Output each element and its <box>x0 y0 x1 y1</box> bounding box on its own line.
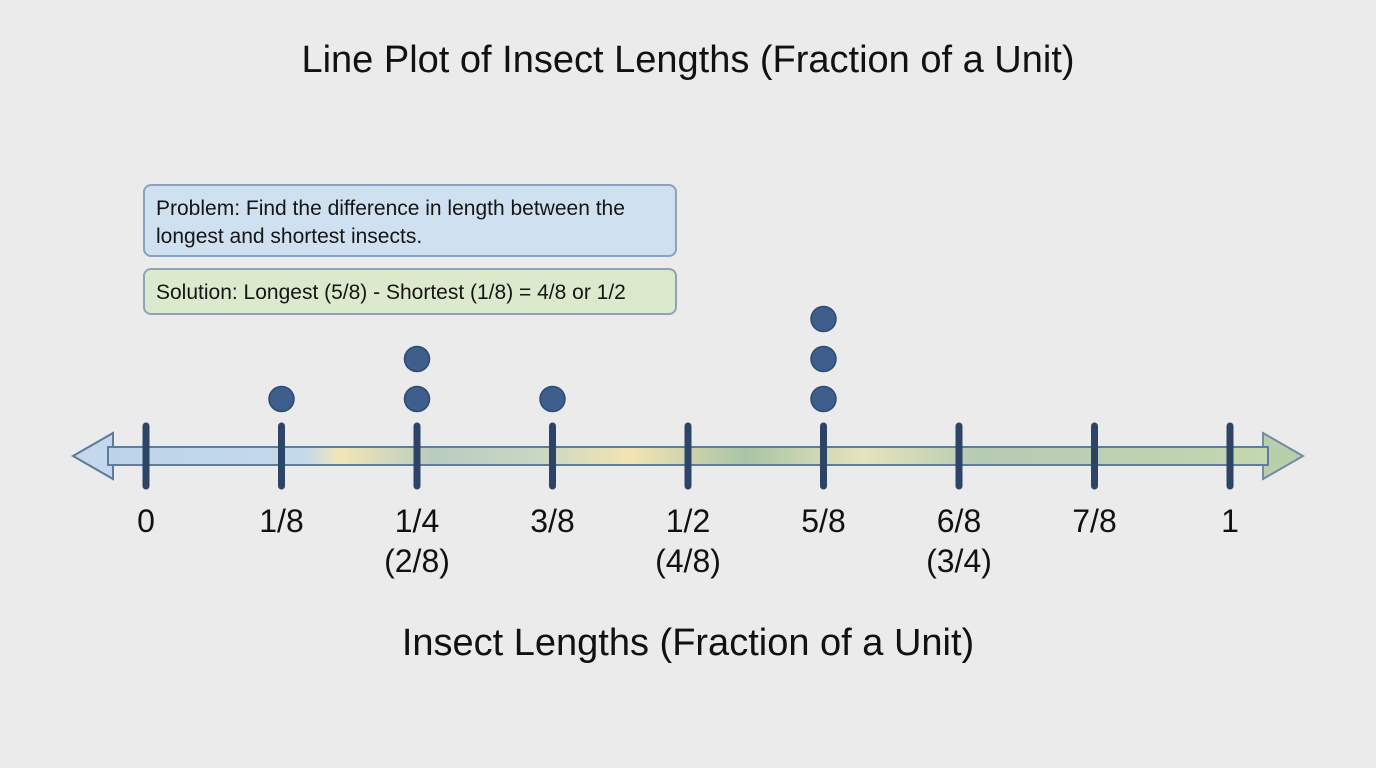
tick-sublabel: (2/8) <box>384 543 450 579</box>
data-dots <box>268 305 837 413</box>
tick-label: 1/8 <box>259 503 303 539</box>
data-dot <box>268 385 295 413</box>
solution-text: Solution: Longest (5/8) - Shortest (1/8)… <box>156 281 626 304</box>
problem-text: Problem: Find the difference in length b… <box>156 197 625 248</box>
data-dot <box>810 385 837 413</box>
tick-label: 1/2 <box>666 503 710 539</box>
tick-label: 1 <box>1221 503 1239 539</box>
data-dot <box>810 345 837 373</box>
tick-marks <box>142 422 1234 490</box>
tick-labels: 0 1/8 1/4 (2/8) 3/8 1/2 (4/8) 5/8 6/8 (3/4) 7/8 1 <box>137 503 1239 579</box>
tick-sublabel: (4/8) <box>655 543 721 579</box>
tick-sublabel: (3/4) <box>926 543 992 579</box>
data-dot <box>539 385 566 413</box>
problem-callout: Problem: Find the difference in length b… <box>143 184 677 257</box>
tick-label: 1/4 <box>395 503 439 539</box>
x-axis-label: Insect Lengths (Fraction of a Unit) <box>402 622 974 664</box>
data-dot <box>403 385 431 413</box>
tick-label: 3/8 <box>530 503 574 539</box>
solution-callout: Solution: Longest (5/8) - Shortest (1/8)… <box>143 268 677 315</box>
tick-label: 6/8 <box>937 503 981 539</box>
data-dot <box>810 305 837 333</box>
tick-label: 5/8 <box>801 503 845 539</box>
chart-title: Line Plot of Insect Lengths (Fraction of… <box>301 39 1074 81</box>
tick-label: 0 <box>137 503 155 539</box>
data-dot <box>403 345 431 373</box>
tick-label: 7/8 <box>1072 503 1116 539</box>
